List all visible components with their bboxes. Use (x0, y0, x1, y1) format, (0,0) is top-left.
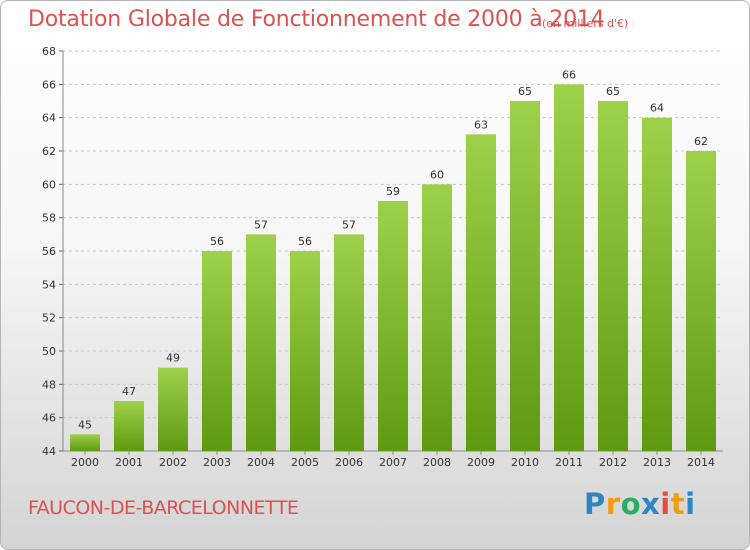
proxiti-logo: Proxiti (584, 487, 696, 521)
x-tick-label: 2005 (291, 456, 319, 469)
data-label: 59 (386, 185, 400, 198)
bars (70, 84, 716, 452)
y-tick-label: 68 (42, 45, 56, 58)
labels: 45 2000 47 2001 49 2002 56 2003 57 2004 56 2005 57 20… (71, 68, 715, 469)
chart-unit: (en milliers d'€) (542, 17, 629, 30)
y-tick-label: 54 (42, 278, 56, 291)
logo-letter: x (641, 487, 661, 521)
x-tick-label: 2012 (599, 456, 627, 469)
bar-2003 (202, 251, 232, 451)
data-label: 65 (518, 85, 532, 98)
bar-2010 (510, 101, 540, 451)
bar-2008 (422, 184, 452, 452)
axes: 44 46 48 50 52 54 56 58 60 62 64 66 68 (42, 45, 723, 458)
data-label: 65 (606, 85, 620, 98)
bar-2007 (378, 201, 408, 451)
y-tick-label: 48 (42, 378, 56, 391)
data-label: 62 (694, 135, 708, 148)
data-label: 60 (430, 168, 444, 181)
logo-letter: o (620, 487, 642, 521)
bar-2005 (290, 251, 320, 451)
logo-letter: t (670, 487, 686, 521)
bar-2014 (686, 151, 716, 451)
chart-title: Dotation Globale de Fonctionnement de 20… (28, 7, 605, 32)
y-tick-label: 56 (42, 245, 56, 258)
data-label: 56 (298, 235, 312, 248)
data-label: 57 (342, 218, 356, 231)
x-tick-label: 2014 (687, 456, 715, 469)
x-tick-label: 2007 (379, 456, 407, 469)
bar-2001 (114, 401, 144, 451)
data-label: 57 (254, 218, 268, 231)
x-tick-label: 2000 (71, 456, 99, 469)
y-tick-label: 44 (42, 445, 56, 458)
data-label: 45 (78, 418, 92, 431)
data-label: 49 (166, 352, 180, 365)
data-label: 56 (210, 235, 224, 248)
y-tick-label: 50 (42, 345, 56, 358)
data-label: 66 (562, 68, 576, 81)
x-tick-label: 2006 (335, 456, 363, 469)
bar-2012 (598, 101, 628, 451)
bar-2004 (246, 234, 276, 451)
y-tick-label: 64 (42, 112, 56, 125)
logo-letter: r (605, 487, 621, 521)
x-tick-label: 2001 (115, 456, 143, 469)
x-tick-label: 2002 (159, 456, 187, 469)
logo-letter: i (660, 487, 671, 521)
data-label: 63 (474, 118, 488, 131)
commune-name: FAUCON-DE-BARCELONNETTE (28, 497, 299, 519)
y-tick-label: 66 (42, 78, 56, 91)
data-label: 47 (122, 385, 136, 398)
bar-2000 (70, 434, 100, 451)
data-label: 64 (650, 102, 664, 115)
logo-letter: i (685, 487, 696, 521)
bar-2009 (466, 134, 496, 452)
y-tick-label: 46 (42, 412, 56, 425)
x-tick-label: 2011 (555, 456, 583, 469)
bar-2011 (554, 84, 584, 451)
y-tick-label: 52 (42, 312, 56, 325)
bar-2013 (642, 117, 672, 452)
logo-letter: P (584, 487, 606, 521)
bar-2006 (334, 234, 364, 451)
bar-2002 (158, 367, 188, 451)
x-tick-label: 2003 (203, 456, 231, 469)
x-tick-label: 2013 (643, 456, 671, 469)
x-tick-label: 2009 (467, 456, 495, 469)
y-tick-label: 58 (42, 212, 56, 225)
x-tick-label: 2008 (423, 456, 451, 469)
x-tick-label: 2010 (511, 456, 539, 469)
x-tick-label: 2004 (247, 456, 275, 469)
y-tick-label: 60 (42, 178, 56, 191)
y-tick-label: 62 (42, 145, 56, 158)
